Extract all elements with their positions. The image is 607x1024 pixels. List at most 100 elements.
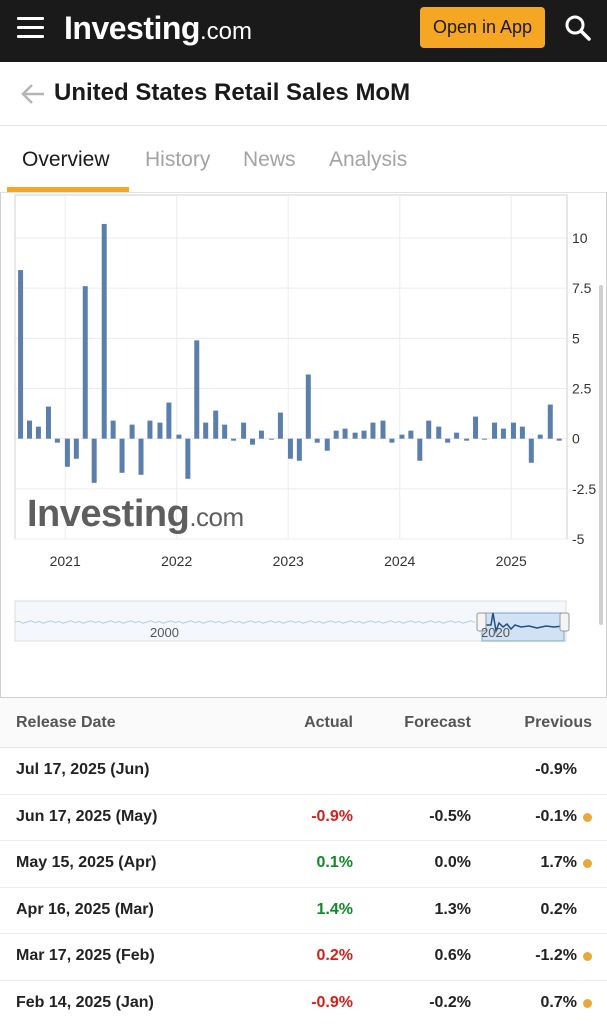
chart-bar[interactable] bbox=[352, 432, 358, 439]
revised-indicator-dot[interactable] bbox=[583, 859, 592, 868]
chart-bar[interactable] bbox=[157, 422, 163, 439]
chart-bar[interactable] bbox=[510, 422, 516, 439]
navigator-left-handle[interactable] bbox=[476, 612, 487, 632]
previous-cell: -1.2% bbox=[535, 947, 577, 964]
chart-bar[interactable] bbox=[296, 438, 302, 461]
release-date-cell: Apr 16, 2025 (Mar) bbox=[16, 900, 154, 918]
chart-bar[interactable] bbox=[324, 438, 330, 451]
chart-bar[interactable] bbox=[314, 438, 320, 443]
chart-bar[interactable] bbox=[73, 438, 79, 459]
chart-bar[interactable] bbox=[436, 426, 442, 439]
chart-container[interactable]: 10 7.5 5 2.5 0 -2.5 -5 2021 2022 2023 2024 2025 Inve… bbox=[0, 192, 607, 698]
open-in-app-button[interactable]: Open in App bbox=[420, 7, 545, 48]
navigator-right-handle[interactable] bbox=[559, 612, 570, 632]
chart-bar[interactable] bbox=[445, 438, 451, 443]
chart-bar[interactable] bbox=[528, 438, 534, 463]
chart-bar[interactable] bbox=[417, 438, 423, 461]
chart-bar[interactable] bbox=[82, 286, 88, 439]
chart-bar[interactable] bbox=[213, 410, 219, 439]
revised-indicator-dot[interactable] bbox=[583, 998, 592, 1008]
chart-bar[interactable] bbox=[91, 438, 97, 483]
chart-bar[interactable] bbox=[45, 406, 51, 439]
chart-bar[interactable] bbox=[203, 422, 209, 439]
tab-news[interactable]: News bbox=[243, 148, 296, 171]
chart-bar[interactable] bbox=[454, 432, 460, 439]
chart-bar[interactable] bbox=[464, 438, 470, 441]
chart-bar[interactable] bbox=[473, 416, 479, 439]
revised-indicator-dot[interactable] bbox=[583, 952, 592, 961]
chart-bar[interactable] bbox=[26, 420, 32, 439]
revised-indicator-dot[interactable] bbox=[583, 812, 592, 822]
y-tick-label: 5 bbox=[572, 330, 580, 346]
actual-cell: 0.2% bbox=[316, 947, 353, 964]
table-row[interactable]: Feb 14, 2025 (Jan) -0.9% -0.2% 0.7% bbox=[0, 980, 607, 1024]
navigator-label: 2020 bbox=[481, 625, 510, 640]
previous-cell: -0.1% bbox=[535, 807, 577, 825]
table-row[interactable]: Apr 16, 2025 (Mar) 1.4% 1.3% 0.2% bbox=[0, 887, 607, 934]
chart-bar[interactable] bbox=[231, 438, 237, 441]
menu-icon[interactable] bbox=[17, 17, 44, 39]
chart-bar[interactable] bbox=[519, 426, 525, 439]
chart-bar[interactable] bbox=[287, 438, 293, 459]
watermark-main: Investing bbox=[27, 493, 189, 535]
table-row[interactable]: Mar 17, 2025 (Feb) 0.2% 0.6% -1.2% bbox=[0, 934, 607, 981]
chart-bar[interactable] bbox=[129, 424, 135, 439]
chart-bar[interactable] bbox=[268, 438, 274, 440]
chart-bar[interactable] bbox=[547, 404, 553, 439]
chart-bar[interactable] bbox=[481, 438, 487, 440]
table-row[interactable]: May 15, 2025 (Apr) 0.1% 0.0% 1.7% bbox=[0, 841, 607, 888]
chart-bar[interactable] bbox=[250, 438, 256, 445]
title-row: United States Retail Sales MoM bbox=[0, 62, 607, 126]
chart-bar[interactable] bbox=[64, 438, 70, 467]
chart-bar[interactable] bbox=[194, 340, 200, 439]
chart-bar[interactable] bbox=[500, 428, 506, 439]
chart-bar[interactable] bbox=[258, 430, 264, 439]
chart-bar[interactable] bbox=[185, 438, 191, 479]
chart-bar[interactable] bbox=[389, 438, 395, 443]
chart-bar[interactable] bbox=[176, 434, 182, 439]
chart-bar[interactable] bbox=[333, 430, 339, 439]
chart-bar[interactable] bbox=[35, 426, 41, 439]
chart-bar[interactable] bbox=[305, 374, 311, 439]
header-actual: Actual bbox=[304, 714, 353, 731]
previous-cell: 0.7% bbox=[540, 993, 577, 1011]
chart-bar[interactable] bbox=[426, 420, 432, 439]
chart-bar[interactable] bbox=[54, 438, 60, 443]
chart-bar[interactable] bbox=[241, 422, 247, 439]
y-tick-label: 7.5 bbox=[572, 280, 592, 296]
tab-history[interactable]: History bbox=[145, 148, 211, 171]
chart-bar[interactable] bbox=[138, 438, 144, 475]
back-arrow-icon[interactable] bbox=[20, 82, 46, 106]
table-row[interactable]: Jun 17, 2025 (May) -0.9% -0.5% -0.1% bbox=[0, 794, 607, 841]
chart-bar[interactable] bbox=[537, 434, 543, 439]
investing-logo[interactable]: Investing.com bbox=[64, 10, 252, 46]
table-header: Release Date Actual Forecast Previous bbox=[0, 698, 607, 748]
chart-bar[interactable] bbox=[556, 438, 562, 441]
chart-bar[interactable] bbox=[119, 438, 125, 473]
forecast-cell: 1.3% bbox=[434, 900, 471, 918]
chart-bar[interactable] bbox=[380, 420, 386, 439]
retail-sales-chart[interactable]: 10 7.5 5 2.5 0 -2.5 -5 2021 2022 2023 2024 2025 Inve… bbox=[1, 193, 606, 697]
chart-bar[interactable] bbox=[342, 428, 348, 439]
chart-bar[interactable] bbox=[166, 402, 172, 439]
table-row[interactable]: Jul 17, 2025 (Jun) -0.9% bbox=[0, 748, 607, 795]
previous-cell: -0.9% bbox=[535, 761, 577, 778]
chart-bar[interactable] bbox=[361, 430, 367, 439]
chart-bar[interactable] bbox=[370, 422, 376, 439]
search-icon[interactable] bbox=[564, 14, 592, 42]
chart-bar[interactable] bbox=[408, 430, 414, 439]
previous-cell: 1.7% bbox=[540, 854, 577, 871]
tab-overview[interactable]: Overview bbox=[22, 148, 110, 171]
chart-bar[interactable] bbox=[18, 270, 24, 439]
chart-bar[interactable] bbox=[110, 420, 116, 439]
chart-bar[interactable] bbox=[222, 424, 228, 439]
chart-bar[interactable] bbox=[399, 434, 405, 439]
chart-bar[interactable] bbox=[101, 223, 107, 439]
chart-bar[interactable] bbox=[277, 412, 283, 439]
tab-analysis[interactable]: Analysis bbox=[329, 148, 408, 171]
chart-bar[interactable] bbox=[492, 422, 498, 439]
chart-bar[interactable] bbox=[147, 420, 153, 439]
actual-cell: 0.1% bbox=[316, 854, 353, 871]
actual-cell: 1.4% bbox=[316, 900, 353, 918]
chart-scrollbar[interactable] bbox=[599, 285, 603, 625]
